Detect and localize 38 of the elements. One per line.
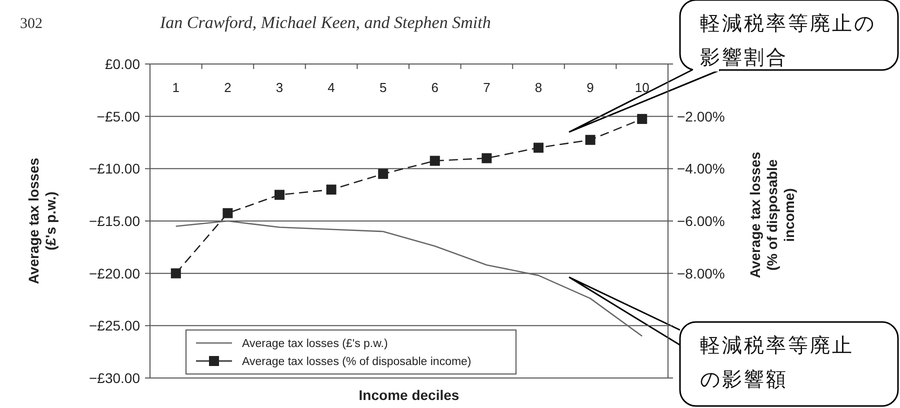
y-tick-label: −£10.00 bbox=[89, 160, 140, 177]
legend-label: Average tax losses (£'s p.w.) bbox=[242, 338, 388, 350]
x-tick-label: 6 bbox=[431, 80, 439, 95]
point bbox=[585, 134, 596, 145]
y-tick-label: −£15.00 bbox=[89, 213, 140, 229]
point bbox=[378, 168, 388, 179]
y2-tick-label: −6.00% bbox=[677, 213, 725, 229]
x-tick-label: 8 bbox=[534, 80, 542, 95]
x-tick-label: 10 bbox=[634, 80, 650, 95]
x-tick-label: 9 bbox=[586, 80, 594, 95]
line-series bbox=[175, 220, 643, 337]
text: Ian Crawford, Michael Keen, and Stephen Smith bbox=[159, 13, 491, 32]
legend-label: Average tax losses (% of disposable income) bbox=[242, 356, 472, 368]
y2-tick-label: −4.00% bbox=[677, 160, 725, 177]
x-tick-label: 4 bbox=[328, 80, 335, 95]
x-tick-label: 5 bbox=[379, 80, 387, 95]
text: 302 bbox=[20, 16, 42, 32]
y-tick-label: −£30.00 bbox=[89, 370, 140, 386]
y-axis-title: Average tax losses (£'s p.w.) bbox=[26, 158, 58, 284]
x-tick-label: 7 bbox=[483, 80, 490, 95]
y-tick-label: −£25.00 bbox=[89, 318, 140, 334]
point bbox=[534, 142, 544, 153]
x-tick-label: 1 bbox=[172, 80, 180, 95]
y2-tick-label: −2.00% bbox=[677, 108, 725, 124]
point bbox=[430, 156, 440, 166]
point bbox=[170, 268, 181, 278]
y-tick-label: −£20.00 bbox=[89, 265, 140, 282]
point bbox=[326, 184, 336, 195]
x-axis-title: Income deciles bbox=[358, 387, 460, 403]
point bbox=[637, 114, 648, 124]
y2-axis-title: Average tax losses (% of disposable income) bbox=[747, 152, 797, 278]
y-tick-label: −£5.00 bbox=[96, 108, 140, 124]
point bbox=[222, 208, 233, 218]
point bbox=[274, 190, 284, 200]
x-tick-label: 3 bbox=[276, 80, 284, 95]
point bbox=[482, 153, 492, 164]
y-tick-label: £0.00 bbox=[104, 56, 140, 72]
x-tick-label: 2 bbox=[224, 80, 232, 95]
